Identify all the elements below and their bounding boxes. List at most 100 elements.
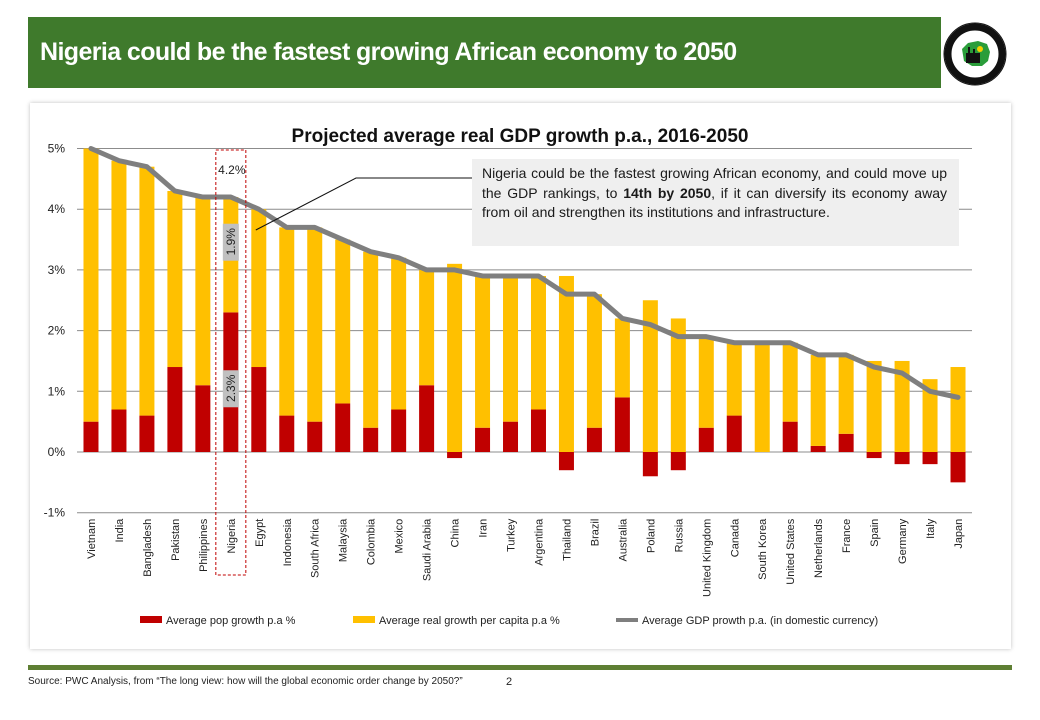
y-tick-label: -1% — [44, 506, 66, 520]
bar-per-capita — [922, 379, 938, 452]
bar-pop-growth — [419, 385, 435, 452]
bar-per-capita — [251, 209, 267, 368]
bar-pop-growth — [83, 421, 99, 452]
x-tick-label: Russia — [673, 518, 685, 553]
nigeria-percapita-label-bg — [222, 223, 239, 261]
bar-per-capita — [391, 257, 407, 410]
bar-per-capita — [782, 342, 798, 422]
bar-per-capita — [307, 227, 323, 422]
legend-label: Average GDP prowth p.a. (in domestic cur… — [642, 615, 878, 627]
callout-text: Nigeria could be the fastest growing Afr… — [482, 165, 947, 201]
legend-label: Average pop growth p.a % — [166, 615, 296, 627]
bar-per-capita — [83, 148, 99, 422]
footer-divider — [28, 665, 1012, 670]
callout-leader-line — [255, 177, 472, 231]
x-tick-label: Poland — [645, 519, 657, 553]
bar-pop-growth — [363, 427, 379, 452]
x-tick-label: India — [114, 518, 126, 543]
x-tick-label: Thailand — [561, 519, 573, 561]
gdp-growth-chart: Projected average real GDP growth p.a., … — [44, 126, 972, 627]
bar-pop-growth — [642, 452, 658, 477]
bar-per-capita — [475, 275, 491, 428]
x-tick-label: United Kingdom — [701, 519, 713, 597]
bar-per-capita — [139, 166, 155, 416]
chimney-icon — [973, 49, 975, 54]
bar-per-capita — [447, 263, 463, 452]
bar-per-capita — [642, 300, 658, 452]
x-tick-label: Indonesia — [282, 518, 294, 567]
bar-per-capita — [698, 336, 714, 428]
nigeria-percapita-label: 1.9% — [224, 228, 238, 256]
y-tick-label: 4% — [48, 202, 66, 216]
x-tick-label: Colombia — [366, 518, 378, 565]
x-tick-label: France — [841, 519, 853, 553]
bar-pop-growth — [335, 403, 351, 452]
bar-pop-growth — [475, 427, 491, 452]
callout-bold-text: 14th by 2050 — [623, 184, 712, 201]
page-number: 2 — [506, 676, 513, 688]
bar-pop-growth — [558, 452, 574, 471]
nigeria-highlight-box — [215, 149, 247, 576]
bar-pop-growth — [950, 452, 966, 483]
bar-pop-growth — [810, 445, 826, 452]
x-tick-label: Brazil — [589, 519, 601, 547]
nigeria-total-label: 4.2% — [218, 163, 246, 177]
legend-swatch — [353, 616, 375, 623]
nigeria-pop-label: 2.3% — [224, 374, 238, 402]
y-tick-label: 1% — [48, 384, 66, 398]
bar-pop-growth — [195, 385, 211, 452]
bar-per-capita — [894, 360, 910, 452]
x-tick-label: Nigeria — [226, 518, 238, 554]
header-bar: Nigeria could be the fastest growing Afr… — [28, 17, 941, 88]
bar-per-capita — [167, 190, 183, 368]
bar-pop-growth — [614, 397, 630, 452]
legend: Average pop growth p.a % Average real gro… — [140, 615, 878, 627]
x-axis-labels: Vietnam India Bangladesh Pakistan Philippine… — [86, 518, 965, 597]
bar-per-capita — [838, 354, 854, 434]
y-tick-label: 2% — [48, 324, 66, 338]
x-tick-label: Vietnam — [86, 519, 98, 559]
bar-pop-growth — [894, 452, 910, 465]
bar-per-capita — [335, 239, 351, 404]
x-tick-label: Netherlands — [813, 518, 825, 578]
callout-text-end: , if it can diversify its economy away f… — [482, 184, 947, 221]
x-tick-label: United States — [785, 518, 797, 585]
x-tick-label: Germany — [897, 518, 909, 564]
bar-per-capita — [530, 275, 546, 410]
bar-pop-growth — [111, 409, 127, 452]
bar-per-capita — [670, 318, 686, 452]
bar-per-capita — [614, 318, 630, 398]
bar-per-capita — [419, 269, 435, 386]
bar-per-capita — [754, 342, 770, 452]
bars — [83, 148, 966, 483]
legend-label: Average real growth per capita p.a % — [379, 615, 560, 627]
bar-pop-growth — [866, 452, 882, 459]
callout-box: Nigeria could be the fastest growing Afr… — [472, 159, 959, 246]
x-tick-label: Malaysia — [338, 518, 350, 562]
logo-text-ring — [944, 23, 1006, 85]
bar-pop-growth — [782, 421, 798, 452]
x-tick-label: Argentina — [533, 518, 545, 566]
chimney-icon — [968, 47, 970, 54]
x-tick-label: Turkey — [506, 518, 518, 552]
bar-pop-growth — [279, 415, 295, 452]
bar-pop-growth — [251, 367, 267, 452]
bar-per-capita — [866, 360, 882, 452]
x-tick-label: Bangladesh — [142, 519, 154, 577]
bar-pop-growth — [922, 452, 938, 465]
legend-swatch — [140, 616, 162, 623]
y-tick-label: 3% — [48, 263, 66, 277]
gdp-growth-line — [88, 146, 961, 400]
bar-pop-growth — [698, 427, 714, 452]
x-tick-label: Spain — [869, 519, 881, 547]
bar-pop-growth — [838, 433, 854, 452]
bar-pop-growth — [167, 367, 183, 452]
bar-per-capita — [503, 275, 519, 422]
bar-pop-growth — [586, 427, 602, 452]
bar-per-capita — [195, 197, 211, 386]
bar-per-capita — [810, 354, 826, 446]
bar-pop-growth — [447, 452, 463, 459]
bar-pop-growth — [503, 421, 519, 452]
bar-per-capita — [726, 342, 742, 416]
bar-per-capita — [558, 275, 574, 452]
